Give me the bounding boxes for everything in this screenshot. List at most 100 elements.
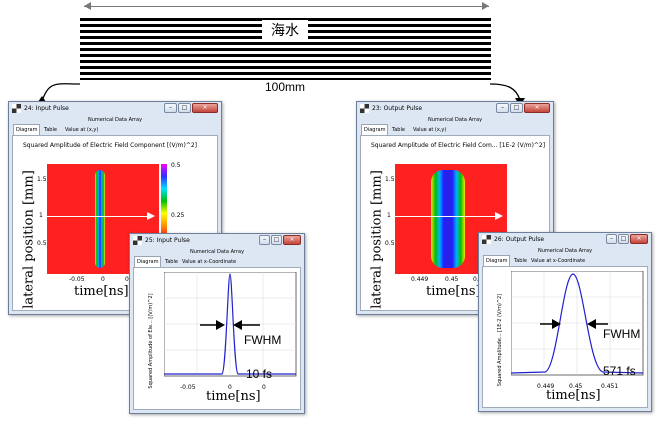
output-xlabel: time[ns] [426,284,481,299]
tab-value-at-xy[interactable]: Value at (x,y) [65,127,99,133]
fwhm-arrow-left-icon [233,320,242,330]
tab-value-at-x[interactable]: Value at x-Coordinate [531,258,586,264]
cross-section-arrow-icon [495,212,503,220]
window-subtitle: Numerical Data Array [87,117,143,123]
tab-table[interactable]: Table [514,258,527,264]
fwhm-arrow-left-icon [587,319,596,329]
tab-diagram[interactable]: Diagram [361,124,389,136]
title-bar[interactable]: 26: Output Pulse – □ × [479,233,651,247]
plot-title: Squared Amplitude of Electric Field Comp… [23,142,197,149]
input-xlabel: time[ns] [74,284,129,299]
profile-plot [164,272,297,377]
tab-value-at-x[interactable]: Value at x-Coordinate [182,259,237,265]
app-icon [482,235,491,244]
pulse-stripe [95,170,105,268]
x-tick: 0.449 [537,383,555,390]
cross-section-arrow-icon [147,212,155,220]
tab-table[interactable]: Table [44,127,57,133]
tab-table[interactable]: Table [165,259,178,265]
minimize-button[interactable]: – [496,103,509,113]
y-axis-label: Squared Amplitude of Ele... [(V/m)^2] [148,293,154,389]
tab-diagram[interactable]: Diagram [134,256,162,268]
cross-section-line [47,216,151,217]
title-bar[interactable]: 23: Output Pulse – □ × [357,102,553,116]
dimension-arrow-left-icon [84,2,91,10]
close-button[interactable]: × [524,103,550,113]
x-tick: -0.05 [69,276,85,283]
app-icon [133,236,142,245]
x-tick: 0 [228,384,232,391]
diagram-panel: Squared Amplitude of Ele... [(V/m)^2] -0… [133,267,301,410]
plot-title: Squared Amplitude of Electric Field Com.… [371,142,546,149]
pulse-width-label: 10 fs [246,367,273,381]
maximize-button[interactable]: □ [178,103,191,113]
window-subtitle: Numerical Data Array [537,248,593,254]
title-bar[interactable]: 24: Input Pulse – □ × [9,102,221,116]
x-tick: 0 [101,276,105,283]
close-button[interactable]: × [192,103,218,113]
dimension-arrow-right-icon [482,2,489,10]
app-icon [12,104,21,113]
x-tick: 0.45 [569,383,583,390]
pulse-width-label: 571 fs [603,364,636,378]
fiber-length-label: 100mm [265,80,306,94]
window-subtitle: Numerical Data Array [427,117,483,123]
flow-arrows [38,83,525,106]
y-tick: 1 [387,212,391,219]
fwhm-arrow-right-icon [216,320,225,330]
y-tick: 1.5 [385,176,395,183]
maximize-button[interactable]: □ [510,103,523,113]
diagram-panel: Squared Amplitude... [1E-2 (V/m)^2] 0.44… [482,266,648,408]
pulse-curve [164,273,296,375]
window-subtitle: Numerical Data Array [189,249,245,255]
close-button[interactable]: × [283,235,301,245]
maximize-button[interactable]: □ [618,234,629,244]
tab-diagram[interactable]: Diagram [13,124,41,136]
fiber-medium-label: 海水 [262,20,308,42]
x-tick: -0.05 [180,384,196,391]
tab-diagram[interactable]: Diagram [483,255,511,267]
window-title: 24: Input Pulse [24,105,69,112]
app-icon [360,104,369,113]
window-title: 23: Output Pulse [372,105,423,112]
fwhm-label: FWHM [244,333,282,347]
colorbar-tick: 0.25 [171,212,185,219]
profile-xlabel: time[ns] [206,389,261,404]
x-tick: 0.449 [411,276,429,283]
tab-value-at-xy[interactable]: Value at (x,y) [413,127,447,133]
close-button[interactable]: × [630,234,648,244]
y-tick: 0.5 [37,240,47,247]
fwhm-label: FWHM [603,327,641,341]
minimize-button[interactable]: – [164,103,177,113]
title-bar[interactable]: 25: Input Pulse – □ × [130,234,304,248]
cross-section-line [395,216,499,217]
window-title: 26: Output Pulse [494,236,545,243]
colorbar [161,164,167,238]
input-arrowhead-icon [38,96,46,102]
output-flow-arrow [489,83,521,101]
x-tick: 0.451 [601,383,619,390]
minimize-button[interactable]: – [259,235,270,245]
output-profile-window[interactable]: 26: Output Pulse – □ × Numerical Data Ar… [478,232,652,412]
maximize-button[interactable]: □ [271,235,282,245]
minimize-button[interactable]: – [606,234,617,244]
input-flow-arrow [41,83,81,103]
x-tick: 0 [262,384,266,391]
profile-xlabel: time[ns] [546,388,601,403]
output-ylabel: lateral position [mm] [369,170,385,309]
y-tick: 0.5 [385,240,395,247]
y-tick: 1 [39,212,43,219]
tab-table[interactable]: Table [392,127,405,133]
input-ylabel: lateral position [mm] [21,170,37,309]
length-dimension-line [84,6,489,7]
window-title: 25: Input Pulse [145,237,190,244]
fwhm-arrows-output [540,319,608,329]
fwhm-arrows-input [200,320,260,330]
x-tick: 0.45 [445,276,459,283]
profile-plot [511,271,644,376]
pulse-curve [511,273,644,374]
fwhm-arrow-right-icon [552,319,561,329]
y-tick: 1.5 [37,176,47,183]
x-tick: 0 [125,276,129,283]
y-axis-label: Squared Amplitude... [1E-2 (V/m)^2] [497,293,503,387]
